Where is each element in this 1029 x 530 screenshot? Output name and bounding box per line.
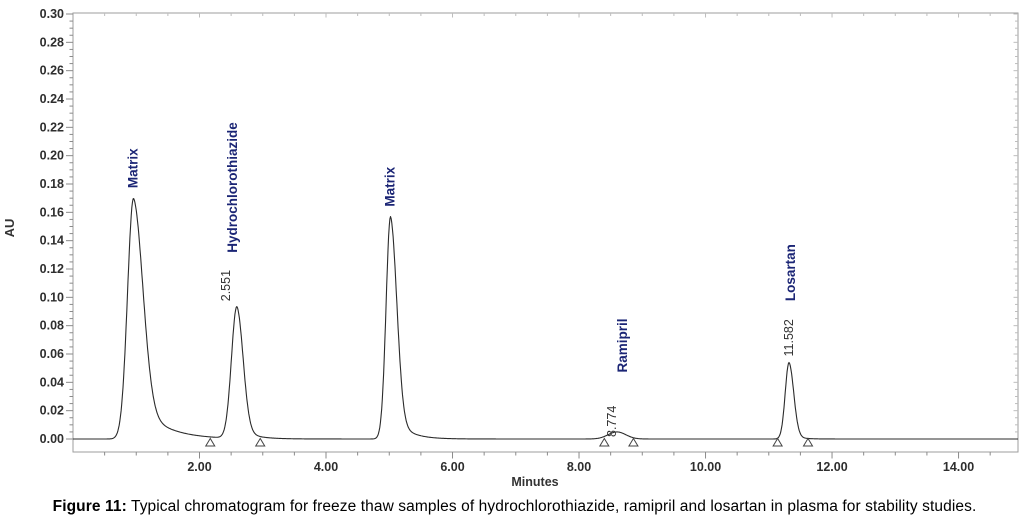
- peak-label-matrix: Matrix: [383, 166, 398, 206]
- peak-label-hydrochlorothiazide: 2.551 Hydrochlorothiazide: [219, 122, 240, 302]
- integration-marker: [254, 437, 266, 447]
- svg-text:0.14: 0.14: [40, 234, 64, 248]
- y-axis: 0.00 0.02 0.04 0.06 0.08 0.10 0.12 0.14 0.16 0.18…: [40, 7, 1018, 446]
- peak-name: Matrix: [383, 166, 398, 206]
- svg-text:14.00: 14.00: [943, 460, 974, 474]
- svg-text:0.10: 0.10: [40, 290, 64, 304]
- x-axis-title: Minutes: [511, 475, 558, 489]
- svg-text:0.06: 0.06: [40, 347, 64, 361]
- svg-text:0.08: 0.08: [40, 319, 64, 333]
- svg-text:0.18: 0.18: [40, 177, 64, 191]
- peak-label-ramipril: 8.774 Ramipril: [605, 318, 630, 437]
- svg-text:0.00: 0.00: [40, 432, 64, 446]
- integration-marker: [598, 437, 610, 447]
- svg-text:0.30: 0.30: [40, 7, 64, 21]
- caption-label: Figure 11:: [52, 498, 127, 515]
- svg-text:2.00: 2.00: [187, 460, 211, 474]
- axis-titles: AU Minutes: [2, 219, 559, 489]
- peak-retention-time: 2.551: [219, 270, 233, 301]
- svg-text:0.20: 0.20: [40, 149, 64, 163]
- caption-text: Typical chromatogram for freeze thaw sam…: [126, 498, 977, 515]
- svg-text:0.22: 0.22: [40, 120, 64, 134]
- integration-marker: [204, 437, 216, 447]
- peak-retention-time: 8.774: [605, 406, 619, 437]
- peak-labels: Matrix 2.551 Hydrochlorothiazide Matrix 8.77…: [126, 122, 798, 437]
- svg-text:0.04: 0.04: [40, 375, 64, 389]
- svg-text:6.00: 6.00: [440, 460, 464, 474]
- peak-retention-time: 11.582: [782, 319, 796, 356]
- signal-trace: [73, 197, 1018, 440]
- chromatogram-plot: 0.00 0.02 0.04 0.06 0.08 0.10 0.12 0.14 0.16 0.18…: [2, 7, 1019, 489]
- y-axis-title: AU: [2, 219, 17, 238]
- peak-name: Losartan: [783, 244, 798, 301]
- peak-name: Hydrochlorothiazide: [225, 122, 240, 253]
- svg-text:0.16: 0.16: [40, 205, 64, 219]
- peak-name: Matrix: [126, 148, 141, 188]
- svg-text:0.02: 0.02: [40, 404, 64, 418]
- peak-label-losartan: 11.582 Losartan: [782, 244, 798, 356]
- svg-text:0.24: 0.24: [40, 92, 64, 106]
- peak-label-matrix: Matrix: [126, 148, 141, 188]
- svg-text:8.00: 8.00: [567, 460, 591, 474]
- svg-text:0.12: 0.12: [40, 262, 64, 276]
- chromatogram-figure: 0.00 0.02 0.04 0.06 0.08 0.10 0.12 0.14 0.16 0.18…: [2, 7, 1019, 489]
- figure-caption: Figure 11: Typical chromatogram for free…: [0, 498, 1029, 516]
- peak-name: Ramipril: [615, 318, 630, 372]
- integration-markers: [204, 437, 814, 447]
- svg-text:0.26: 0.26: [40, 64, 64, 78]
- svg-text:0.28: 0.28: [40, 35, 64, 49]
- plot-frame: [72, 12, 1019, 453]
- svg-text:12.00: 12.00: [816, 460, 847, 474]
- svg-text:4.00: 4.00: [314, 460, 338, 474]
- integration-marker: [802, 437, 814, 447]
- svg-text:10.00: 10.00: [690, 460, 721, 474]
- integration-marker: [772, 437, 784, 447]
- integration-marker: [628, 437, 639, 447]
- x-axis: 2.00 4.00 6.00 8.00 10.00 12.00 14.00: [104, 13, 991, 474]
